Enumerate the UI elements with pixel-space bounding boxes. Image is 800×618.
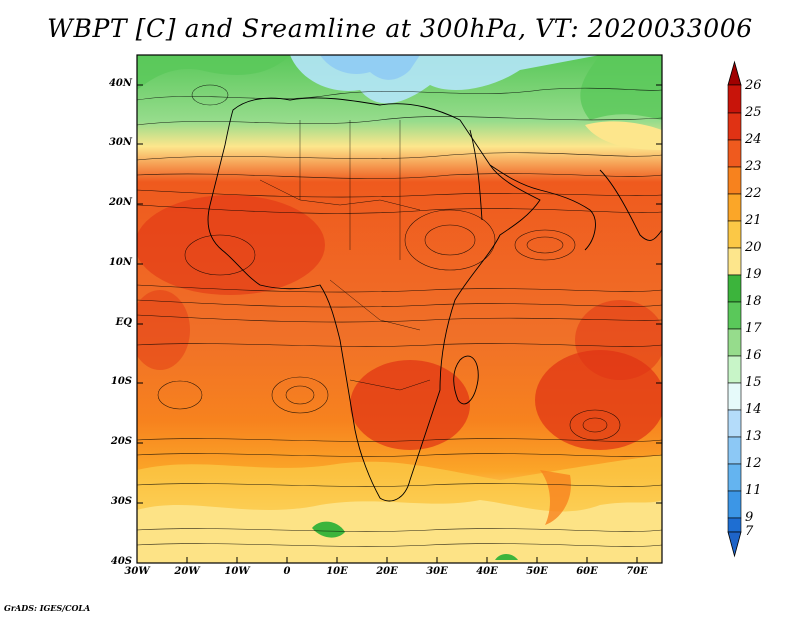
lat-label-20n: 20N: [108, 197, 132, 208]
lat-label-eq: EQ: [115, 317, 132, 328]
colorbar-label-9: 9: [745, 510, 754, 525]
map-title: WBPT [C] and Sreamline at 300hPa, VT: 20…: [47, 14, 753, 43]
colorbar-label-25: 25: [745, 105, 762, 120]
colorbar-label-22: 22: [745, 186, 762, 201]
colorbar-top-arrow: [727, 60, 742, 86]
lon-label-20e: 20E: [376, 566, 398, 577]
lon-label-50e: 50E: [526, 566, 548, 577]
lon-label-30e: 30E: [426, 566, 448, 577]
colorbar-label-13: 13: [745, 429, 762, 444]
lat-label-40s: 40S: [110, 556, 132, 567]
colorbar-label-17: 17: [745, 321, 762, 336]
lat-label-10n: 10N: [108, 257, 132, 268]
colorbar-label-7: 7: [745, 524, 754, 539]
plot-frame: [136, 54, 663, 564]
lon-label-10w: 10W: [224, 566, 250, 577]
colorbar-label-20: 20: [745, 240, 762, 255]
lon-label-30w: 30W: [124, 566, 150, 577]
colorbar-label-23: 23: [745, 159, 762, 174]
colorbar-label-26: 26: [745, 78, 762, 93]
colorbar-label-12: 12: [745, 456, 762, 471]
lat-label-30s: 30S: [110, 496, 132, 507]
colorbar-label-16: 16: [745, 348, 762, 363]
lon-label-20w: 20W: [174, 566, 200, 577]
lon-label-0: 0: [283, 566, 291, 577]
colorbar-label-19: 19: [745, 267, 762, 282]
colorbar-label-15: 15: [745, 375, 762, 390]
colorbar-label-14: 14: [745, 402, 762, 417]
wbpt-field: [137, 55, 662, 563]
lon-label-60e: 60E: [576, 566, 598, 577]
lat-label-40n: 40N: [108, 78, 132, 89]
colorbar-label-24: 24: [745, 132, 762, 147]
colorbar-bottom-arrow: [727, 531, 742, 558]
grads-credit: GrADS: IGES/COLA: [4, 603, 91, 613]
lon-label-10e: 10E: [326, 566, 348, 577]
lat-label-30n: 30N: [108, 137, 132, 148]
lat-label-10s: 10S: [110, 376, 132, 387]
colorbar: [727, 60, 742, 558]
colorbar-label-21: 21: [745, 213, 762, 228]
colorbar-label-18: 18: [745, 294, 762, 309]
lat-label-20s: 20S: [110, 436, 132, 447]
lon-label-70e: 70E: [626, 566, 648, 577]
colorbar-label-11: 11: [745, 483, 762, 498]
lon-label-40e: 40E: [476, 566, 498, 577]
